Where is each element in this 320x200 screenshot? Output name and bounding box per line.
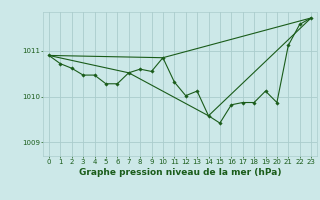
X-axis label: Graphe pression niveau de la mer (hPa): Graphe pression niveau de la mer (hPa) [79, 168, 281, 177]
